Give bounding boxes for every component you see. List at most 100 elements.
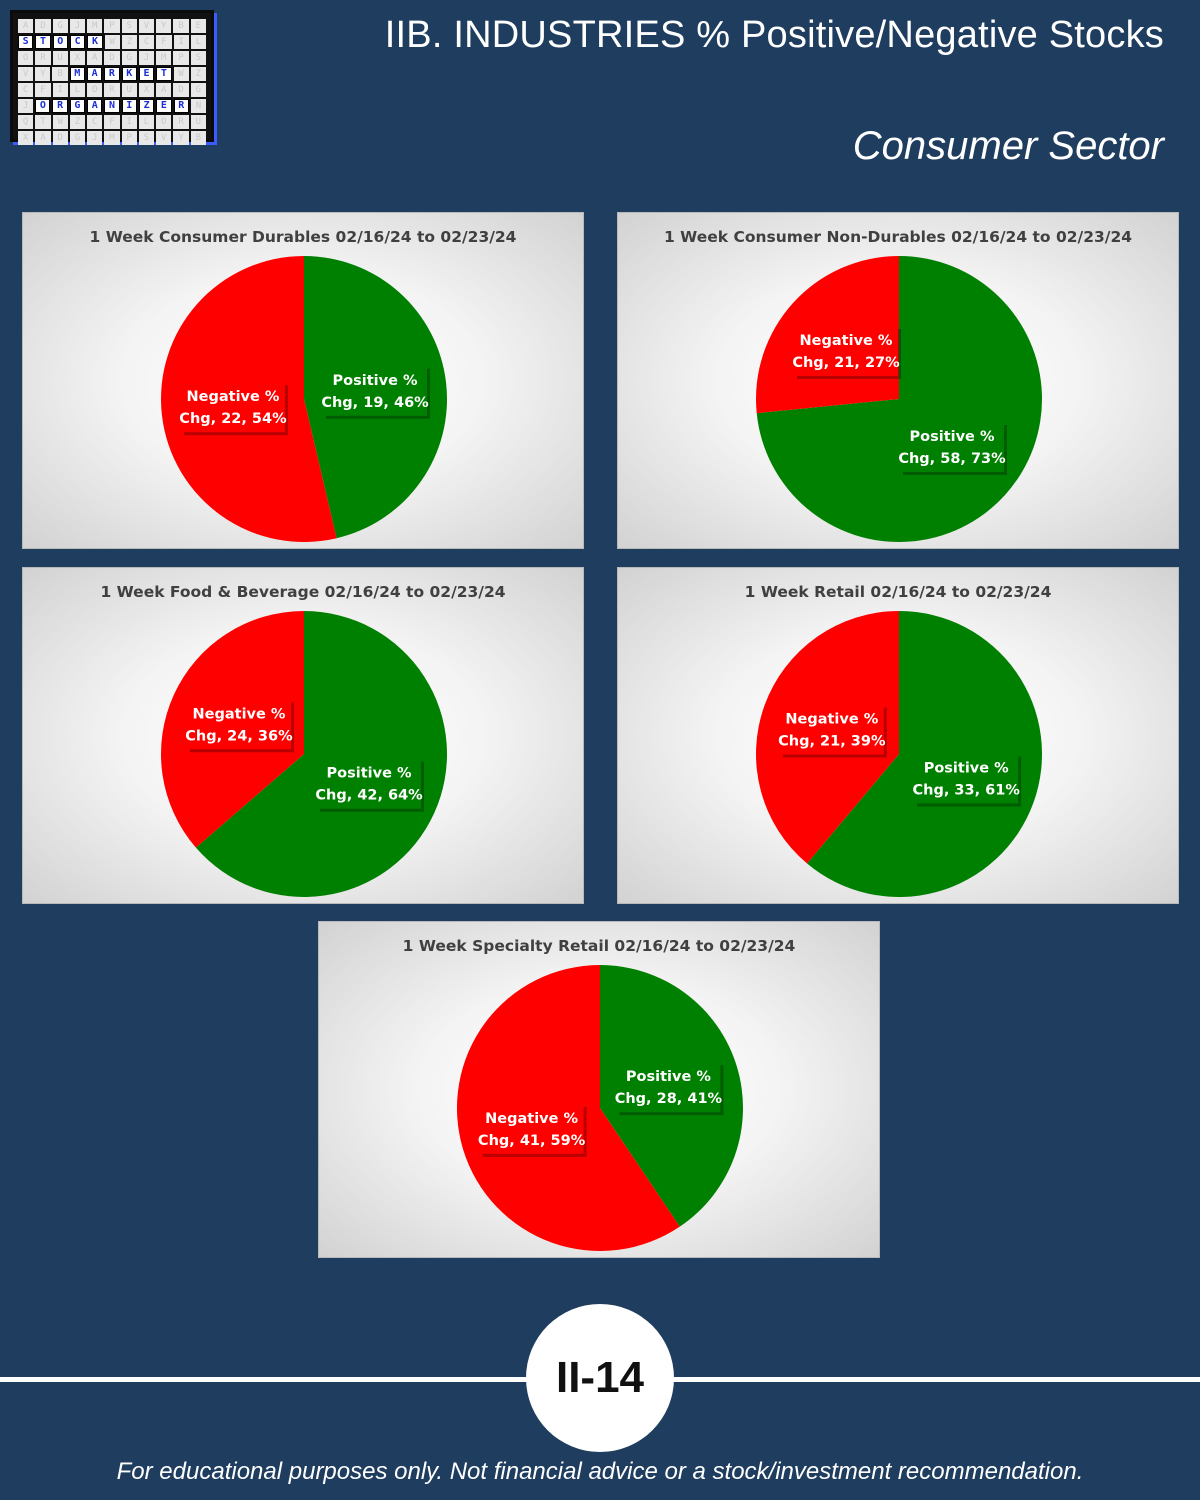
logo-cell: J [87,131,103,145]
logo-cell: L [190,35,207,49]
logo-cell: O [18,51,34,65]
logo-cell: M [87,19,103,33]
logo-cell: R [173,99,189,113]
logo-cell: W [173,67,189,81]
label-series-name: Positive % [924,760,1009,776]
label-box [914,753,1019,804]
logo-cell: B [173,19,189,33]
logo-cell: K [87,35,103,49]
label-value: Chg, 58, 73% [898,451,1006,467]
logo-cell: S [138,131,155,145]
label-series-name: Negative % [800,333,893,349]
logo-cell: R [104,67,120,81]
logo-cell: I [52,83,68,97]
logo-cell: J [69,19,86,33]
logo-cell: A [87,99,103,113]
logo-cell: U [121,83,137,97]
chart-panel-retail: Positive % Chg, 33, 61% Negative % Chg, 21,… [617,567,1179,904]
logo-cell: T [35,35,51,49]
logo-cell: T [156,67,172,81]
logo-cell: T [35,115,51,129]
logo-cell: C [139,35,155,49]
label-series-name: Negative % [193,706,286,722]
logo-cell: S [190,51,206,65]
label-box [779,704,884,755]
logo-cell: I [121,99,137,113]
logo-cell: M [156,51,172,65]
logo-cell: L [138,115,155,129]
logo-cell: Q [18,115,34,129]
negative-data-label: Negative % Chg, 22, 54% [179,382,288,436]
label-series-name: Positive % [626,1069,711,1085]
label-value: Chg, 24, 36% [185,728,293,744]
logo-cell: Z [69,115,86,129]
logo-cell: O [52,35,68,49]
logo-cell: O [35,99,51,113]
positive-data-label: Positive % Chg, 28, 41% [615,1062,724,1116]
logo-cell: U [52,51,68,65]
logo-cell: R [173,115,189,129]
label-box [793,326,898,377]
label-series-name: Negative % [187,389,280,405]
logo-cell: Y [35,67,51,81]
logo-cell: J [138,51,155,65]
logo-cell: V [18,67,34,81]
logo-cell: X [138,83,155,97]
logo-cell: B [190,131,206,145]
label-value: Chg, 28, 41% [615,1091,723,1107]
logo-cell: J [18,99,34,113]
logo-cell: Y [156,19,172,33]
label-value: Chg, 42, 64% [315,788,423,804]
logo-cell: X [69,51,86,65]
logo-cell: A [86,67,103,81]
logo-cell: A [87,51,103,65]
sector-subtitle: Consumer Sector [852,124,1164,168]
logo-cell: G [121,51,137,65]
pie-chart: Positive % Chg, 19, 46% Negative % Chg, 22,… [161,256,448,542]
page-number-badge: II-14 [526,1304,674,1452]
logo-cell: Z [121,35,138,49]
logo-cell: E [138,67,155,81]
logo-cell: C [69,35,86,49]
logo-cell: O [156,115,172,129]
label-box [186,699,291,750]
chart-panel-consumer-non-durables: Positive % Chg, 58, 73% Negative % Chg, 21,… [617,212,1179,549]
logo-cell: N [190,99,207,113]
negative-data-label: Negative % Chg, 41, 59% [478,1103,587,1157]
positive-data-label: Positive % Chg, 42, 64% [315,758,425,812]
logo-cell: F [156,35,172,49]
logo-cell: B [52,67,68,81]
logo-cell: G [190,83,206,97]
logo-cell: I [173,35,189,49]
positive-slice [195,611,447,897]
positive-data-label: Positive % Chg, 33, 61% [913,753,1022,807]
logo-cell: D [35,19,51,33]
chart-panel-food-beverage: Positive % Chg, 42, 64% Negative % Chg, 24,… [22,567,584,904]
pie-chart: Positive % Chg, 42, 64% Negative % Chg, 24,… [160,611,447,897]
logo-cell: D [52,131,68,145]
chart-title: 1 Week Retail 02/16/24 to 02/23/24 [744,583,1052,601]
logo-cell: Z [190,67,206,81]
logo-cell: R [52,99,68,113]
logo-cell: E [190,19,206,33]
label-value: Chg, 19, 46% [321,395,429,411]
negative-data-label: Negative % Chg, 21, 27% [792,326,901,380]
logo-cell: X [18,131,34,145]
page-title: IIB. INDUSTRIES % Positive/Negative Stoc… [384,14,1164,56]
positive-data-label: Positive % Chg, 19, 46% [321,365,431,419]
logo-cell: G [69,131,86,145]
logo-cell: F [104,115,120,129]
logo-cell: U [190,115,206,129]
logo-cell: E [156,99,172,113]
label-value: Chg, 21, 27% [792,355,900,371]
chart-panel-specialty-retail: Positive % Chg, 28, 41% Negative % Chg, 41,… [318,921,880,1258]
chart-panel-consumer-durables: Positive % Chg, 19, 46% Negative % Chg, 22,… [22,212,584,549]
label-value: Chg, 33, 61% [913,782,1021,798]
logo-cell: W [104,35,120,49]
label-series-name: Positive % [327,766,412,782]
label-value: Chg, 21, 39% [778,734,886,750]
chart-title: 1 Week Specialty Retail 02/16/24 to 02/2… [402,937,796,955]
label-series-name: Positive % [333,373,418,389]
negative-data-label: Negative % Chg, 21, 39% [778,704,887,758]
